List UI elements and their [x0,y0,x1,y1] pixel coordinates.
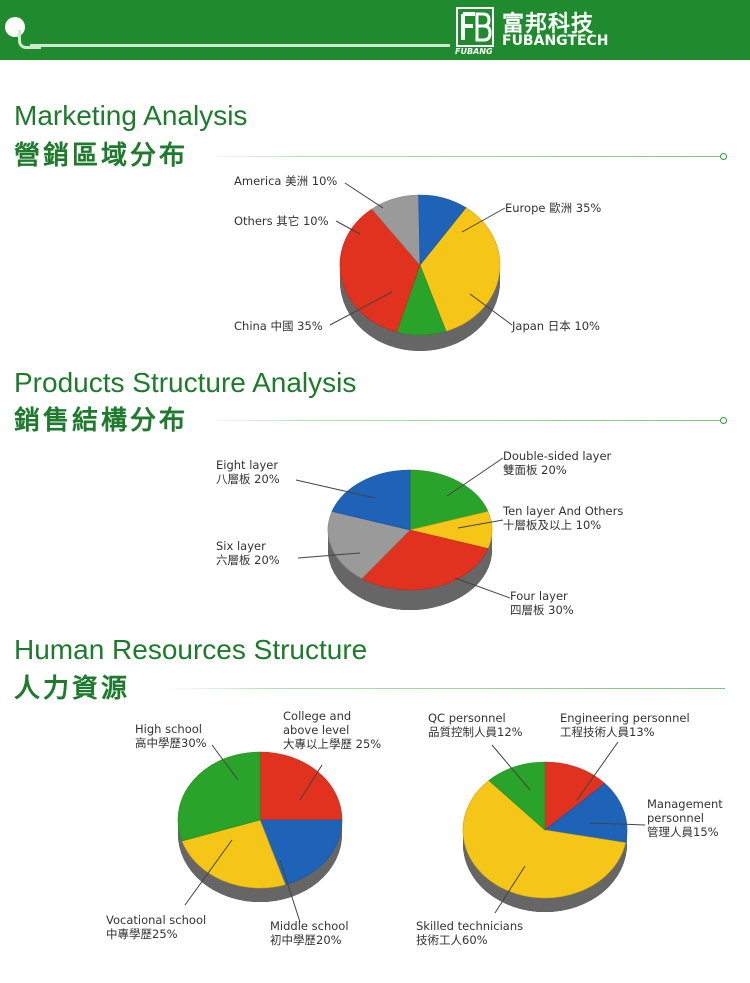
slice-label: China 中國 35% [234,319,323,333]
pie-slice-3 [339,208,421,333]
leader-line [344,182,384,209]
brand-logo-text: FUBANG [455,47,493,56]
leader-line [494,865,526,914]
slice-label: Europe 歐洲 35% [505,201,601,215]
slice-label: Skilled technicians [416,919,523,933]
fubang-logo-icon [456,7,494,47]
slice-label: 工程技術人員13% [560,725,655,739]
circuit-connector [18,30,41,49]
slice-label: 中專學歷25% [106,927,178,941]
section-subtitle-hr: 人力資源 [14,674,131,704]
section-divider [160,688,725,689]
leader-line [446,457,504,497]
section-title-marketing: Marketing Analysis [14,100,248,131]
leader-line [461,207,506,233]
section-title-products: Products Structure Analysis [14,367,357,398]
leader-line [297,552,361,559]
pie-slice-1 [409,469,489,531]
leader-line [299,764,323,801]
slice-label: America 美洲 10% [234,174,337,188]
pie-slice-2 [544,783,628,844]
slice-label: Eight layer [216,458,278,472]
pie-chart-1: Europe 歐洲 35% Japan 日本 10% China 中國 35% Oth… [234,174,601,351]
slice-label: Vocational school [106,913,206,927]
leader-line [491,744,531,791]
pie-slice-1 [259,751,343,821]
pie-side-shade [328,530,492,610]
pie-slice-1 [419,207,501,332]
leader-line [295,479,376,499]
header-bar: 富邦科技 FUBANGTECH FUBANG [0,0,750,60]
leader-line [184,839,233,906]
pie-slice-4 [327,511,411,579]
slice-label: Six layer [216,539,266,553]
slice-label: 雙面板 20% [503,463,567,477]
pie-slice-3 [361,529,489,591]
slice-label: above level [283,723,349,737]
slice-label: 品質控制人員12% [428,725,523,739]
pie-slice-3 [181,819,286,889]
pie-slice-2 [259,819,343,886]
slice-label: 六層板 20% [216,553,280,567]
leader-line [211,744,239,781]
slice-label: 八層板 20% [216,472,280,486]
slice-label: 技術工人60% [416,933,488,947]
section-divider [200,420,720,421]
slice-label: 高中學歷30% [135,736,207,750]
slice-label: Middle school [270,919,349,933]
pie-slice-3 [462,780,626,899]
slice-label: Four layer [510,589,568,603]
slice-label: Ten layer And Others [502,504,623,518]
leader-line [279,859,301,923]
circuit-line [30,44,450,47]
pie-side-shade [463,830,627,912]
slice-label: QC personnel [428,711,506,725]
pie-side-shade [178,820,342,902]
leader-line [576,741,619,801]
pie-slice-4 [488,761,546,831]
pie-slice-4 [177,751,261,842]
brand-name-en: FUBANGTECH [502,33,609,49]
slice-label: personnel [647,811,704,825]
slice-label: 大專以上學歷 25% [283,737,381,751]
slice-label: Management [647,797,723,811]
slice-label: 四層板 30% [510,603,574,617]
pie-side-shade [340,265,500,351]
divider-dot-icon [720,417,727,424]
section-subtitle-marketing: 營銷區域分布 [14,141,189,171]
leader-line [454,577,511,599]
leader-line [469,293,513,326]
slice-label: Others 其它 10% [234,214,329,228]
slice-label: Double-sided layer [503,449,612,463]
pie-slice-5 [331,469,411,531]
leader-line [457,519,504,529]
section-title-hr: Human Resources Structure [14,634,368,665]
slice-label: 初中學歷20% [270,933,342,947]
brand-name-cn: 富邦科技 [502,12,595,37]
slice-label: 十層板及以上 10% [503,518,601,532]
slice-label: Japan 日本 10% [511,319,600,333]
slice-label: Engineering personnel [560,711,690,725]
leader-line [589,822,646,826]
slice-label: College and [283,709,351,723]
divider-dot-icon [720,153,727,160]
section-divider [200,156,720,157]
section-subtitle-products: 銷售結構分布 [14,406,189,436]
slice-label: High school [135,722,202,736]
pie-slice-1 [544,761,606,831]
leader-line [335,220,361,235]
pie-slice-5 [418,194,467,266]
leader-line [329,291,393,326]
slice-label: 管理人員15% [647,825,719,839]
